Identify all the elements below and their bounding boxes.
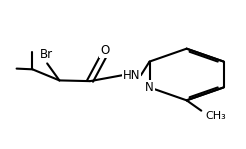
Text: O: O — [100, 44, 109, 57]
Text: Br: Br — [39, 48, 52, 61]
Text: CH₃: CH₃ — [205, 111, 226, 121]
Text: HN: HN — [123, 69, 140, 82]
Text: N: N — [145, 81, 154, 94]
